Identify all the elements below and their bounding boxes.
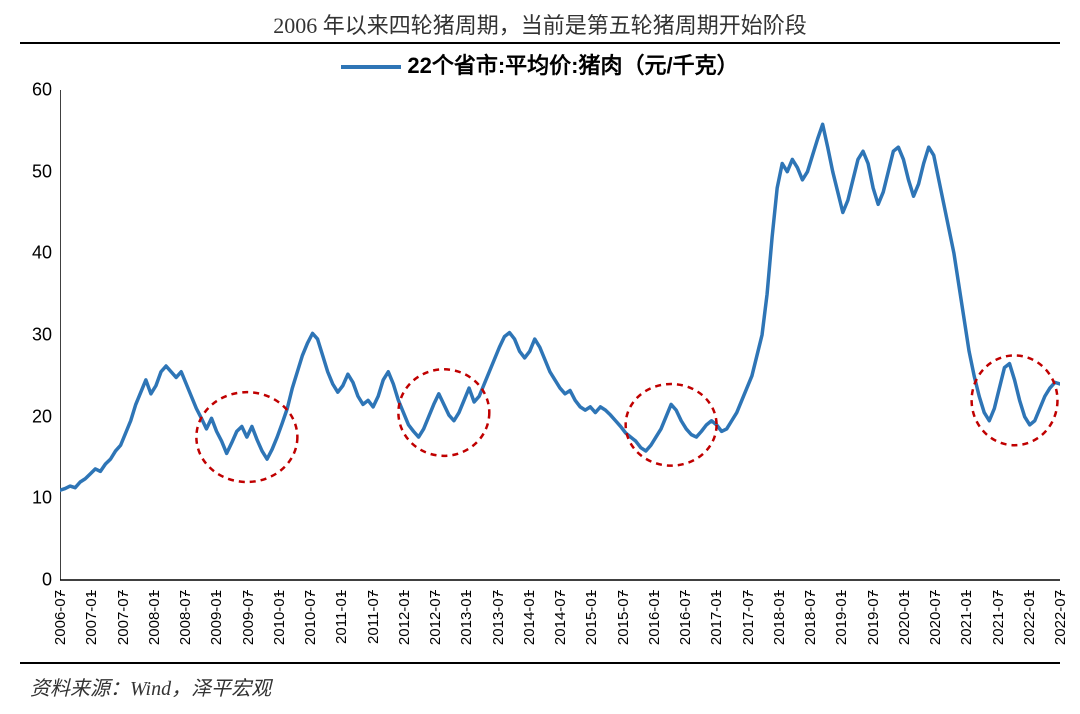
y-axis-label: 0 (42, 570, 52, 591)
x-axis-label: 2022-07 (1052, 590, 1069, 645)
x-axis-label: 2015-01 (583, 590, 600, 645)
x-axis-label: 2014-01 (521, 590, 538, 645)
x-axis-label: 2016-01 (646, 590, 663, 645)
source-text: 资料来源：Wind，泽平宏观 (30, 672, 271, 701)
x-axis-label: 2021-01 (958, 590, 975, 645)
x-axis-label: 2007-07 (115, 590, 132, 645)
y-axis-label: 20 (32, 406, 52, 427)
x-axis-label: 2011-01 (333, 590, 350, 644)
top-rule (20, 42, 1060, 44)
x-axis-label: 2013-01 (458, 590, 475, 645)
chart-container: 2006 年以来四轮猪周期，当前是第五轮猪周期开始阶段 22个省市:平均价:猪肉… (0, 0, 1080, 714)
x-axis-label: 2007-01 (83, 590, 100, 645)
plot-area: 01020304050602006-072007-012007-072008-0… (60, 60, 1060, 590)
x-axis-label: 2021-07 (990, 590, 1007, 645)
x-axis-label: 2009-07 (240, 590, 257, 645)
x-axis-label: 2019-07 (865, 590, 882, 645)
y-axis-label: 30 (32, 325, 52, 346)
x-axis-label: 2011-07 (365, 590, 382, 644)
x-axis-label: 2019-01 (833, 590, 850, 645)
x-axis-label: 2010-07 (302, 590, 319, 645)
x-axis-label: 2015-07 (615, 590, 632, 645)
x-axis-label: 2014-07 (552, 590, 569, 645)
x-axis-label: 2009-01 (208, 590, 225, 645)
x-axis-label: 2013-07 (490, 590, 507, 645)
x-axis-label: 2008-07 (177, 590, 194, 645)
x-axis-label: 2017-07 (740, 590, 757, 645)
y-axis-label: 60 (32, 80, 52, 101)
y-axis-label: 10 (32, 488, 52, 509)
x-axis-label: 2008-01 (146, 590, 163, 645)
x-axis-label: 2012-01 (396, 590, 413, 645)
x-axis-label: 2006-07 (52, 590, 69, 645)
x-axis-label: 2020-01 (896, 590, 913, 645)
x-axis-label: 2010-01 (271, 590, 288, 645)
y-axis-label: 40 (32, 243, 52, 264)
x-axis-label: 2022-01 (1021, 590, 1038, 645)
x-axis-label: 2016-07 (677, 590, 694, 645)
x-axis-label: 2017-01 (708, 590, 725, 645)
x-axis-label: 2012-07 (427, 590, 444, 645)
x-axis-label: 2018-07 (802, 590, 819, 645)
chart-title: 2006 年以来四轮猪周期，当前是第五轮猪周期开始阶段 (0, 8, 1080, 40)
x-axis-label: 2020-07 (927, 590, 944, 645)
y-axis-label: 50 (32, 161, 52, 182)
bottom-rule (20, 662, 1060, 664)
x-axis-label: 2018-01 (771, 590, 788, 645)
